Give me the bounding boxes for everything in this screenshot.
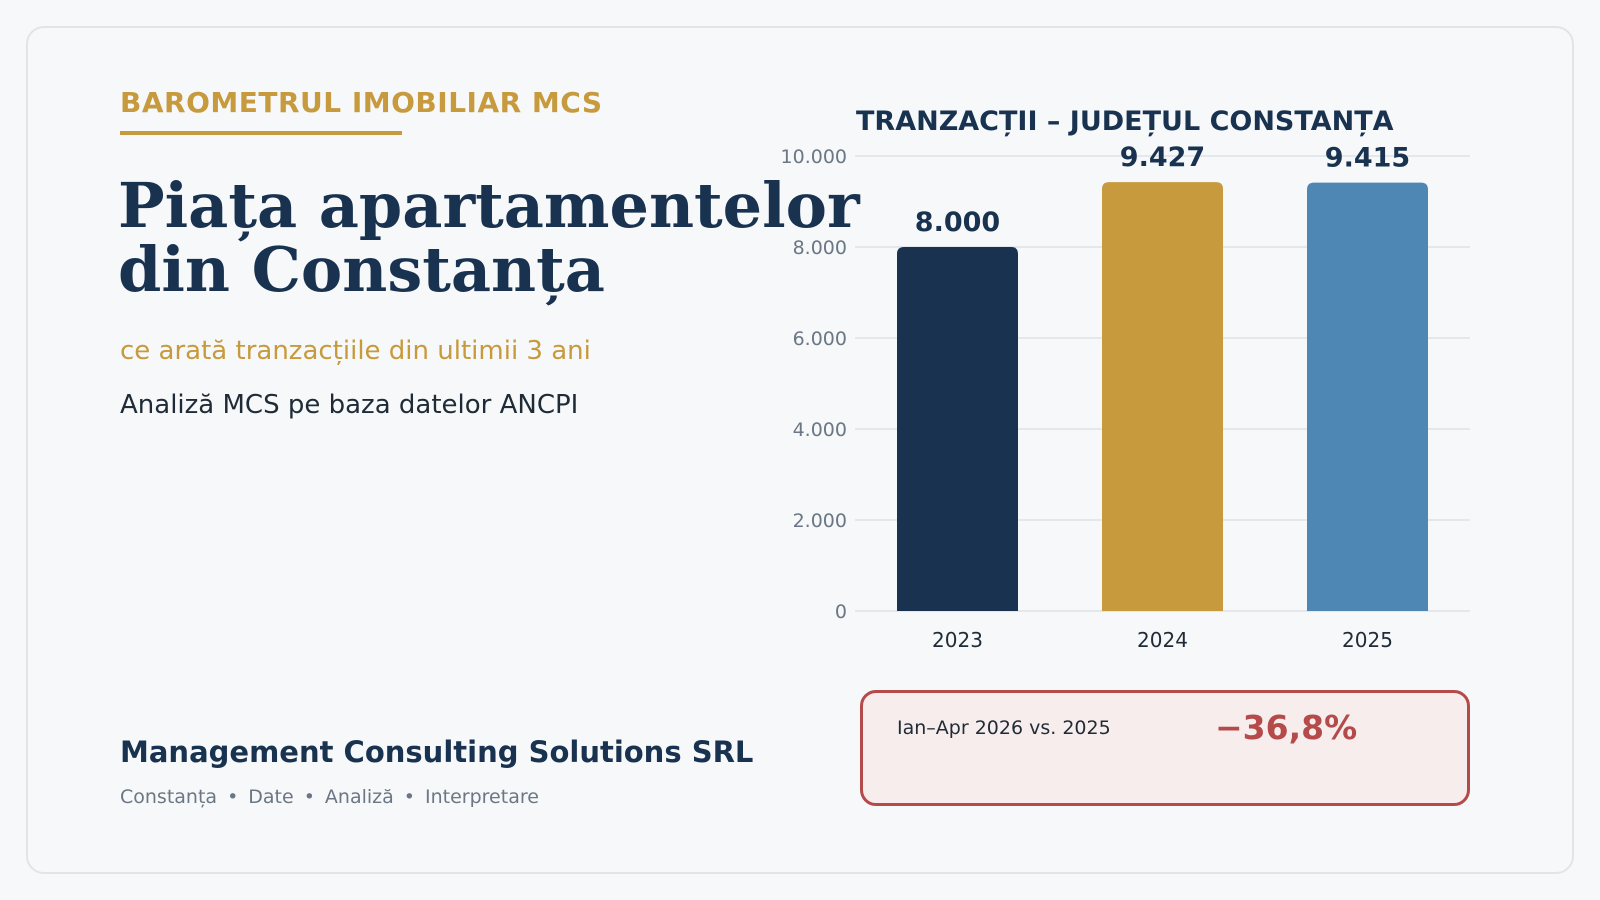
y-tick-label: 10.000 xyxy=(781,146,847,168)
y-tick-label: 8.000 xyxy=(793,237,847,259)
x-tick-label: 2023 xyxy=(932,628,983,652)
tag-separator: • xyxy=(227,786,239,808)
callout-label: Ian–Apr 2026 vs. 2025 xyxy=(897,717,1111,739)
x-tick-label: 2025 xyxy=(1342,628,1393,652)
tag-item: Interpretare xyxy=(425,786,539,808)
bar xyxy=(1102,182,1223,611)
bar-value-label: 9.415 xyxy=(1325,143,1410,174)
tag-list: Constanța • Date • Analiză • Interpretare xyxy=(120,786,539,808)
tag-separator: • xyxy=(403,786,415,808)
brand-label: BAROMETRUL IMOBILIAR MCS xyxy=(120,86,603,119)
y-tick-label: 0 xyxy=(835,601,847,623)
company-name: Management Consulting Solutions SRL xyxy=(120,735,754,769)
comparison-callout: Ian–Apr 2026 vs. 2025 −36,8% xyxy=(860,690,1470,806)
y-tick-label: 4.000 xyxy=(793,419,847,441)
callout-value: −36,8% xyxy=(1215,708,1358,747)
page-title-line-2: din Constanța xyxy=(118,233,605,306)
chart-title: TRANZACȚII – JUDEȚUL CONSTANȚA xyxy=(856,106,1394,137)
tag-separator: • xyxy=(303,786,315,808)
x-tick-label: 2024 xyxy=(1137,628,1188,652)
source-note: Analiză MCS pe baza datelor ANCPI xyxy=(120,390,579,420)
tag-item: Analiză xyxy=(324,786,394,808)
bar xyxy=(1307,182,1428,611)
bar-value-label: 8.000 xyxy=(915,207,1000,238)
y-tick-label: 2.000 xyxy=(793,510,847,532)
bar xyxy=(897,247,1018,611)
tag-item: Constanța xyxy=(120,786,218,808)
subtitle: ce arată tranzacțiile din ultimii 3 ani xyxy=(120,336,591,366)
brand-underline xyxy=(120,131,402,135)
tag-item: Date xyxy=(248,786,294,808)
y-tick-label: 6.000 xyxy=(793,328,847,350)
page-title: Piața apartamentelor din Constanța xyxy=(118,174,860,302)
bar-value-label: 9.427 xyxy=(1120,142,1205,173)
page-title-line-1: Piața apartamentelor xyxy=(118,169,860,242)
